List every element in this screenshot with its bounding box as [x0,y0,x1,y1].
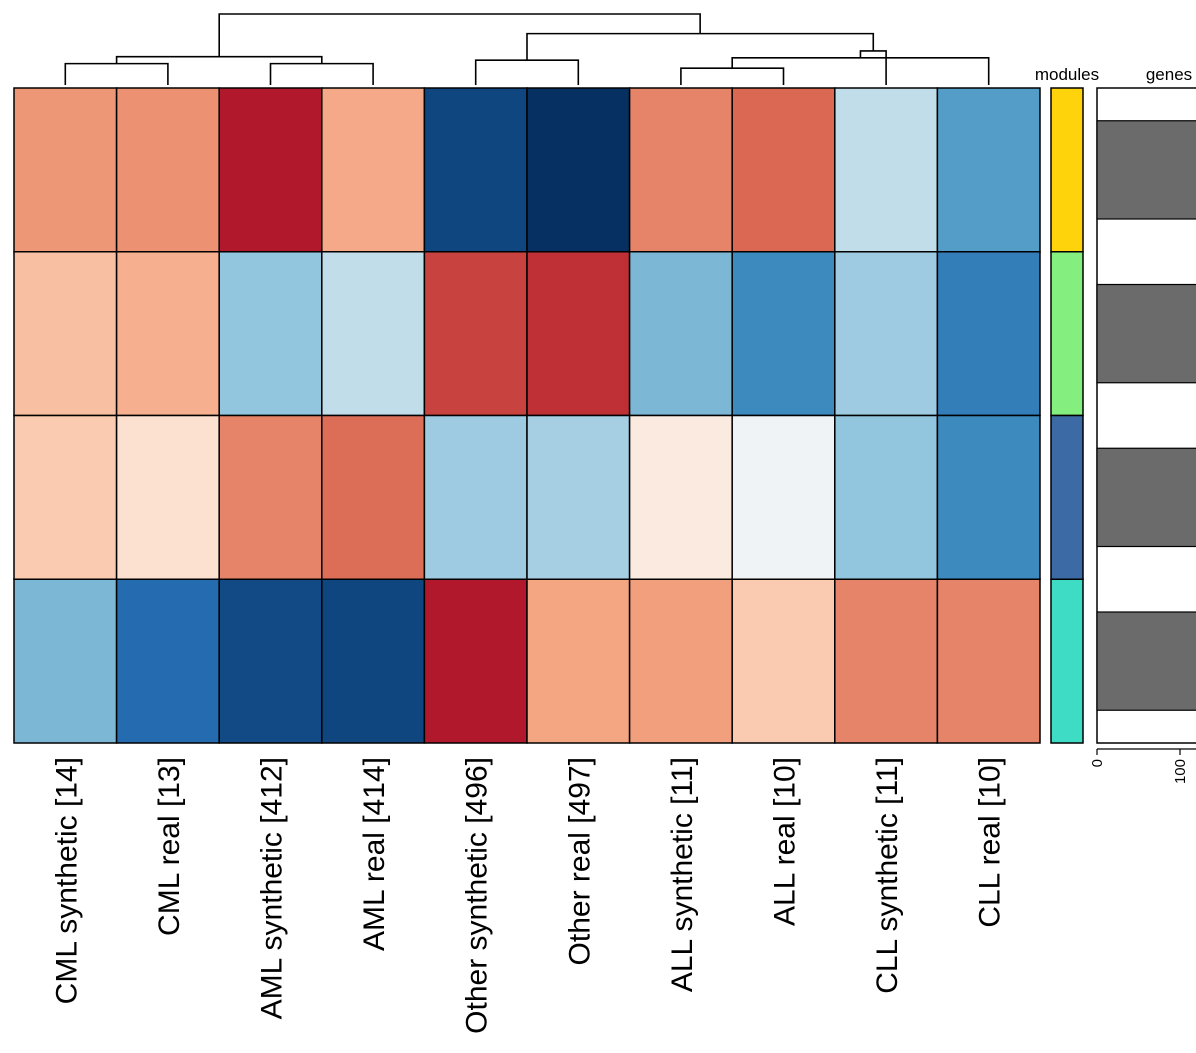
heatmap-cell [731,414,836,580]
heatmap-cell [13,414,118,580]
column-label: CML real [13] [153,757,186,936]
genes-axis-tick-label: 100 [1172,759,1189,784]
heatmap-cell [115,414,220,580]
heatmap-cell [628,251,733,417]
dendrogram-link [731,57,990,85]
heatmap-cell [731,87,836,253]
heatmap-cell [526,414,631,580]
column-dendrogram [64,13,990,85]
heatmap-cell [526,87,631,253]
column-label: ALL real [10] [769,757,802,926]
heatmap-cell [834,578,939,744]
heatmap-cell [13,578,118,744]
heatmap-cell [321,251,426,417]
genes-bar [1096,611,1196,711]
dendrogram-link [269,62,374,85]
heatmap-cell [218,578,323,744]
modules-title: modules [1035,65,1099,84]
heatmap-cell [13,87,118,253]
heatmap-cell [731,251,836,417]
genes-bar [1096,447,1196,548]
module-color-cell [1050,87,1084,253]
heatmap-cell [423,87,528,253]
heatmap-cell [526,251,631,417]
module-annotation: modules [1035,65,1099,744]
heatmap-cells [13,87,1041,744]
module-color-cell [1050,414,1084,580]
dendrogram-link [526,32,875,61]
module-color-cell [1050,578,1084,744]
dendrogram-link [64,62,169,85]
heatmap-cell [936,87,1041,253]
column-label: ALL synthetic [11] [666,757,699,992]
heatmap-cell [218,414,323,580]
genes-axis-tick-label: 0 [1089,759,1106,767]
heatmap-cell [936,251,1041,417]
heatmap-cell [115,87,220,253]
heatmap-cell [628,578,733,744]
heatmap-cell [628,87,733,253]
column-label: Other synthetic [496] [461,757,494,1034]
dendrogram-link [474,59,580,85]
heatmap-cell [834,251,939,417]
column-label: AML real [414] [358,757,391,951]
column-label: Other real [497] [563,757,596,965]
heatmap-cell [936,414,1041,580]
column-label: CLL synthetic [11] [871,757,904,994]
heatmap-cell [936,578,1041,744]
heatmap-cell [13,251,118,417]
dendrogram-link [218,13,701,57]
heatmap-cell [834,87,939,253]
column-label: CML synthetic [14] [50,757,83,1004]
genes-barplot: genes 0100200 [1089,65,1196,784]
heatmap-cell [115,251,220,417]
genes-bar [1096,120,1196,220]
column-label: CLL real [10] [974,757,1007,928]
heatmap-cell [834,414,939,580]
heatmap-cell [423,414,528,580]
heatmap-cell [423,578,528,744]
heatmap-cell [321,414,426,580]
module-color-cell [1050,251,1084,417]
heatmap-cell [628,414,733,580]
column-labels: CML synthetic [14] CML real [13] AML synth… [50,757,1006,1034]
heatmap-cell [731,578,836,744]
bar-panel-frame [1096,87,1196,744]
heatmap-cell [115,578,220,744]
heatmap-cell [218,87,323,253]
genes-bar [1096,283,1196,384]
dendrogram-link [680,67,785,85]
heatmap-cell [526,578,631,744]
dendrogram-link [859,50,887,85]
dendrogram-link [115,55,323,64]
heatmap-cell [321,578,426,744]
heatmap-cell [218,251,323,417]
heatmap-cell [423,251,528,417]
genes-title: genes [1146,65,1192,84]
column-label: AML synthetic [412] [256,757,289,1019]
heatmap-cell [321,87,426,253]
